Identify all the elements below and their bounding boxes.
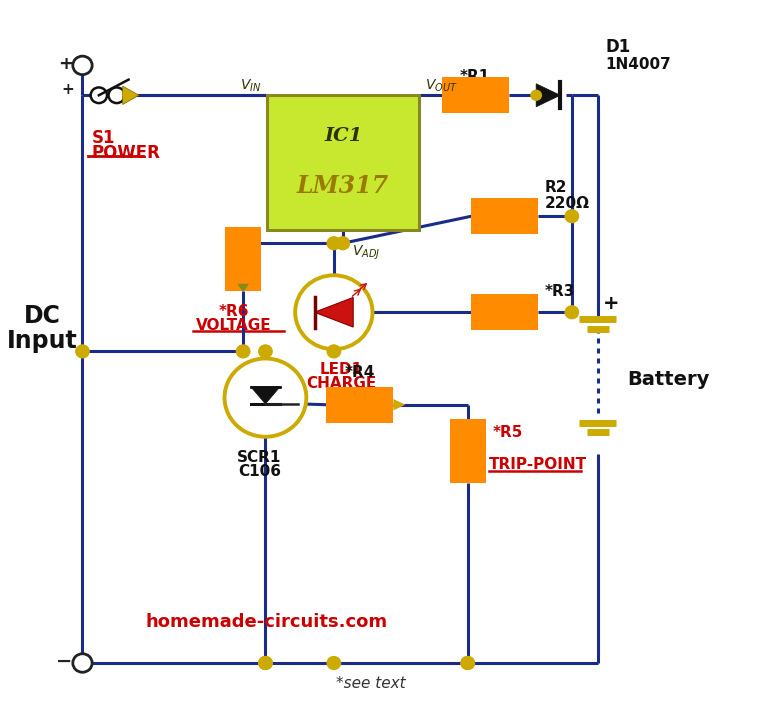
Text: LM317: LM317 bbox=[297, 174, 389, 198]
Text: DC: DC bbox=[24, 304, 61, 328]
Circle shape bbox=[565, 306, 578, 318]
Text: *R1: *R1 bbox=[460, 69, 490, 84]
Circle shape bbox=[327, 345, 340, 358]
Circle shape bbox=[565, 210, 578, 222]
Text: Battery: Battery bbox=[627, 371, 710, 389]
Text: 220Ω: 220Ω bbox=[545, 196, 589, 211]
Text: SCR1: SCR1 bbox=[237, 450, 282, 465]
Circle shape bbox=[73, 56, 92, 75]
Bar bbox=[326, 387, 393, 422]
Circle shape bbox=[461, 657, 475, 670]
Text: $V_{OUT}$: $V_{OUT}$ bbox=[425, 77, 458, 94]
Circle shape bbox=[237, 345, 250, 358]
Circle shape bbox=[327, 657, 340, 670]
Circle shape bbox=[531, 90, 541, 100]
Polygon shape bbox=[250, 386, 280, 404]
Bar bbox=[225, 227, 261, 291]
Text: IC1: IC1 bbox=[324, 127, 362, 145]
Circle shape bbox=[259, 345, 272, 358]
Text: *R4: *R4 bbox=[345, 365, 375, 380]
Text: +: + bbox=[603, 294, 620, 313]
Text: TRIP-POINT: TRIP-POINT bbox=[489, 457, 588, 472]
Text: R2: R2 bbox=[545, 180, 567, 195]
Circle shape bbox=[461, 657, 475, 670]
Text: +: + bbox=[61, 82, 74, 97]
Text: *see text: *see text bbox=[336, 676, 406, 690]
Text: POWER: POWER bbox=[91, 143, 161, 161]
Text: VOLTAGE: VOLTAGE bbox=[197, 318, 272, 333]
Bar bbox=[472, 199, 538, 234]
Text: *R5: *R5 bbox=[493, 425, 523, 440]
Polygon shape bbox=[123, 86, 139, 105]
Circle shape bbox=[295, 275, 372, 349]
Text: LED1: LED1 bbox=[319, 362, 362, 377]
Text: *R3: *R3 bbox=[545, 285, 574, 300]
Text: D1: D1 bbox=[605, 38, 631, 56]
Bar bbox=[267, 95, 419, 230]
Text: 1N4007: 1N4007 bbox=[605, 57, 671, 72]
Circle shape bbox=[259, 657, 272, 670]
Bar bbox=[472, 295, 538, 330]
Text: homemade-circuits.com: homemade-circuits.com bbox=[146, 613, 388, 631]
Circle shape bbox=[91, 87, 107, 103]
Circle shape bbox=[327, 237, 340, 250]
Polygon shape bbox=[237, 284, 249, 293]
Text: −: − bbox=[56, 652, 72, 671]
Polygon shape bbox=[536, 84, 560, 107]
Circle shape bbox=[224, 358, 306, 437]
Text: Input: Input bbox=[7, 328, 78, 353]
Polygon shape bbox=[315, 298, 353, 327]
Circle shape bbox=[76, 345, 89, 358]
Bar bbox=[442, 77, 508, 113]
Circle shape bbox=[108, 87, 125, 103]
Text: S1: S1 bbox=[91, 129, 115, 148]
Text: C106: C106 bbox=[238, 464, 281, 479]
Circle shape bbox=[73, 654, 92, 673]
Polygon shape bbox=[393, 399, 406, 410]
Text: $V_{IN}$: $V_{IN}$ bbox=[240, 77, 261, 94]
Bar bbox=[450, 419, 485, 483]
Circle shape bbox=[336, 237, 349, 250]
Text: $V_{ADJ}$: $V_{ADJ}$ bbox=[352, 243, 380, 262]
Text: CHARGE: CHARGE bbox=[306, 376, 376, 391]
Circle shape bbox=[259, 657, 272, 670]
Text: *R6: *R6 bbox=[219, 304, 250, 319]
Text: +: + bbox=[58, 55, 74, 73]
